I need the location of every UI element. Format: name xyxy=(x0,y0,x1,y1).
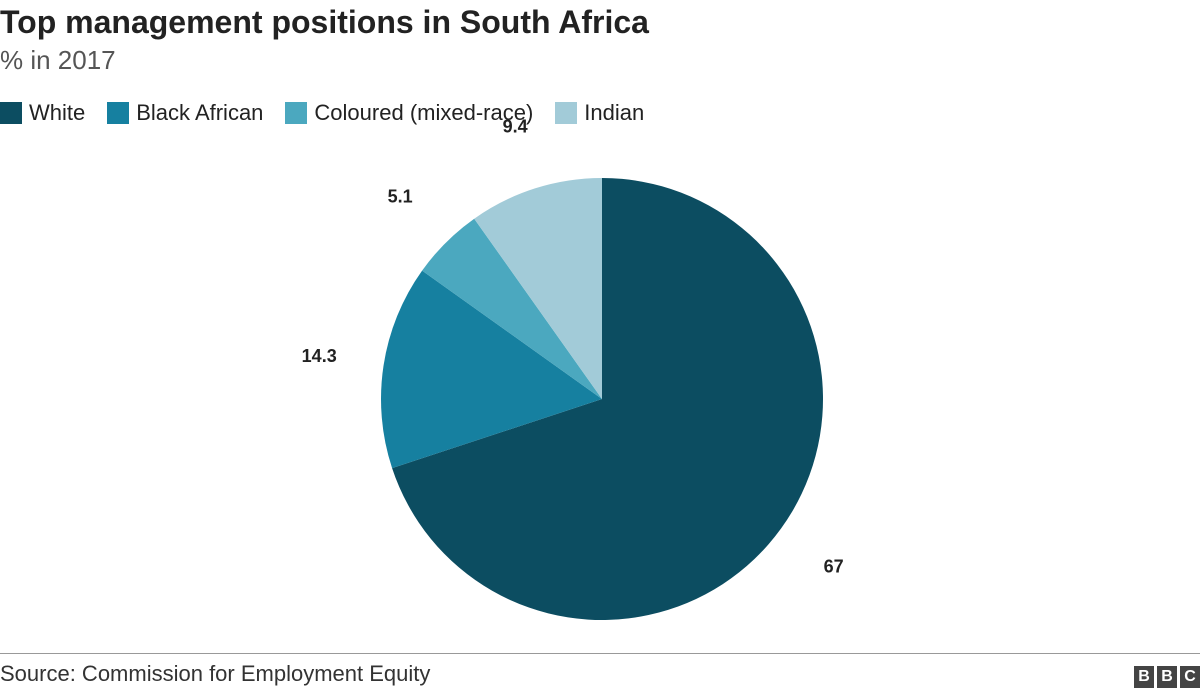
pie-slice-coloured-mixed-race xyxy=(422,218,602,399)
legend-swatch-indian xyxy=(555,102,578,124)
pie-data-label-black-african: 14.3 xyxy=(302,346,337,366)
pie-slice-black-african xyxy=(381,270,602,469)
bbc-logo-letter: B xyxy=(1157,666,1177,688)
legend-item-black-african: Black African xyxy=(107,100,263,126)
legend-label-indian: Indian xyxy=(584,100,645,125)
legend-swatch-black-african xyxy=(107,102,130,124)
legend-label-black-african: Black African xyxy=(136,100,264,125)
pie-data-label-coloured-mixed-race: 5.1 xyxy=(388,186,413,206)
legend-item-indian: Indian xyxy=(555,100,644,126)
pie-data-label-white: 67 xyxy=(824,557,844,577)
legend-swatch-coloured xyxy=(285,102,308,124)
chart-subtitle: % in 2017 xyxy=(0,45,116,75)
bbc-logo-letter: B xyxy=(1134,666,1154,688)
chart-legend: White Black African Coloured (mixed-race… xyxy=(0,99,666,127)
pie-data-labels: 67 14.3 5.1 9.4 xyxy=(302,117,844,577)
chart-title: Top management positions in South Africa xyxy=(0,4,649,40)
pie-slice-indian xyxy=(474,178,602,399)
pie-slices xyxy=(381,178,824,621)
legend-item-coloured: Coloured (mixed-race) xyxy=(285,100,533,126)
legend-swatch-white xyxy=(0,102,22,124)
pie-data-label-indian: 9.4 xyxy=(503,117,528,137)
pie-slice-white xyxy=(392,178,824,621)
footer-divider xyxy=(0,653,1200,654)
legend-item-white: White xyxy=(0,100,85,126)
legend-label-coloured: Coloured (mixed-race) xyxy=(314,100,534,125)
bbc-logo-letter: C xyxy=(1180,666,1200,688)
bbc-logo: B B C xyxy=(1131,666,1200,688)
source-note: Source: Commission for Employment Equity xyxy=(0,661,431,686)
legend-label-white: White xyxy=(29,100,86,125)
